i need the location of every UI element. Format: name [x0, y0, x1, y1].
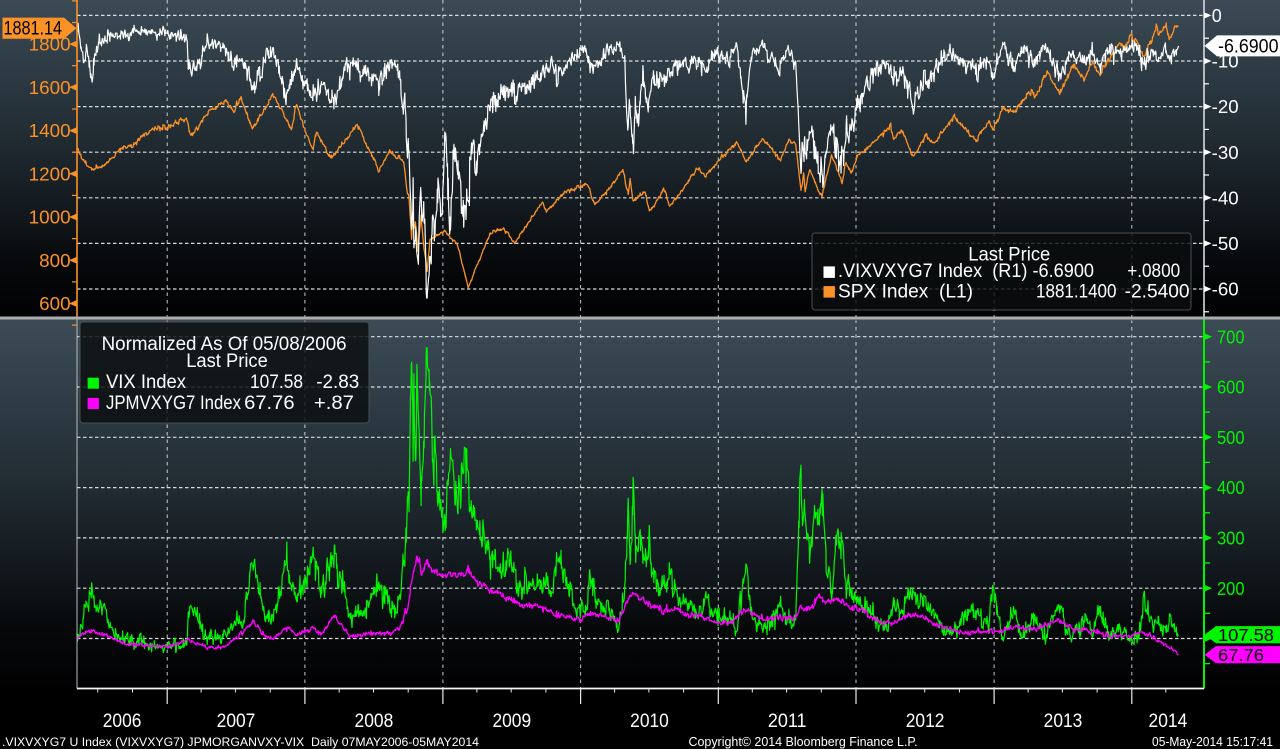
- svg-text:+.0800: +.0800: [1127, 261, 1180, 282]
- svg-text:1600: 1600: [29, 77, 71, 98]
- svg-text:Last Price: Last Price: [186, 351, 268, 372]
- svg-text:.VIXVXYG7 U Index (VIXVXYG7) J: .VIXVXYG7 U Index (VIXVXYG7) JPMORGANVXY…: [2, 735, 479, 749]
- svg-text:1000: 1000: [29, 207, 71, 228]
- svg-text:1400: 1400: [29, 120, 71, 141]
- svg-text:700: 700: [1217, 326, 1245, 347]
- svg-text:2010: 2010: [630, 711, 669, 732]
- svg-text:67.76: 67.76: [244, 393, 295, 414]
- svg-text:500: 500: [1217, 427, 1245, 448]
- svg-text:300: 300: [1217, 528, 1245, 549]
- svg-text:2012: 2012: [906, 711, 945, 732]
- svg-text:05-May-2014 15:17:41: 05-May-2014 15:17:41: [1152, 735, 1273, 749]
- svg-text:.VIXVXYG7 Index (R1) -6.6900: .VIXVXYG7 Index (R1) -6.6900: [838, 261, 1094, 282]
- svg-text:2006: 2006: [103, 711, 142, 732]
- svg-text:-2.5400: -2.5400: [1125, 282, 1190, 303]
- svg-text:800: 800: [39, 250, 71, 271]
- svg-text:Last Price: Last Price: [968, 245, 1050, 266]
- svg-text:+.87: +.87: [314, 393, 354, 414]
- svg-text:2009: 2009: [492, 711, 531, 732]
- svg-text:67.76: 67.76: [1218, 645, 1264, 665]
- svg-text:-30: -30: [1212, 142, 1239, 163]
- svg-text:JPMVXYG7 Index: JPMVXYG7 Index: [106, 393, 241, 414]
- svg-text:-40: -40: [1212, 187, 1239, 208]
- svg-text:1800: 1800: [29, 34, 71, 55]
- svg-text:SPX Index (L1): SPX Index (L1): [838, 282, 973, 303]
- svg-text:2013: 2013: [1044, 711, 1083, 732]
- svg-text:-6.6900: -6.6900: [1218, 37, 1279, 58]
- svg-text:107.58: 107.58: [1218, 625, 1274, 645]
- svg-text:1200: 1200: [29, 163, 71, 184]
- svg-text:2011: 2011: [768, 711, 807, 732]
- svg-text:-20: -20: [1212, 96, 1239, 117]
- svg-text:2014: 2014: [1149, 711, 1188, 732]
- svg-text:1881.14: 1881.14: [4, 19, 63, 40]
- svg-text:VIX Index: VIX Index: [106, 372, 186, 393]
- svg-text:600: 600: [39, 293, 71, 314]
- svg-text:1881.1400: 1881.1400: [1036, 282, 1117, 303]
- svg-text:-60: -60: [1212, 279, 1239, 300]
- svg-text:200: 200: [1217, 578, 1245, 599]
- svg-text:2008: 2008: [355, 711, 394, 732]
- svg-text:600: 600: [1217, 377, 1245, 398]
- svg-text:-2.83: -2.83: [316, 372, 359, 393]
- svg-text:Copyright© 2014 Bloomberg Fina: Copyright© 2014 Bloomberg Finance L.P.: [689, 735, 918, 749]
- svg-text:2007: 2007: [217, 711, 256, 732]
- svg-text:Normalized As Of 05/08/2006: Normalized As Of 05/08/2006: [102, 334, 347, 355]
- svg-text:0: 0: [1212, 5, 1222, 26]
- svg-text:400: 400: [1217, 477, 1245, 498]
- svg-text:107.58: 107.58: [250, 372, 303, 393]
- svg-text:-50: -50: [1212, 233, 1239, 254]
